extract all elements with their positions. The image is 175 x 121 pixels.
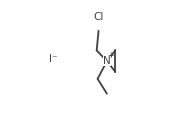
- Text: N: N: [103, 56, 111, 66]
- Text: I⁻: I⁻: [49, 54, 57, 64]
- Text: +: +: [107, 51, 114, 60]
- FancyBboxPatch shape: [94, 13, 103, 22]
- FancyBboxPatch shape: [103, 56, 111, 66]
- Text: Cl: Cl: [93, 12, 104, 22]
